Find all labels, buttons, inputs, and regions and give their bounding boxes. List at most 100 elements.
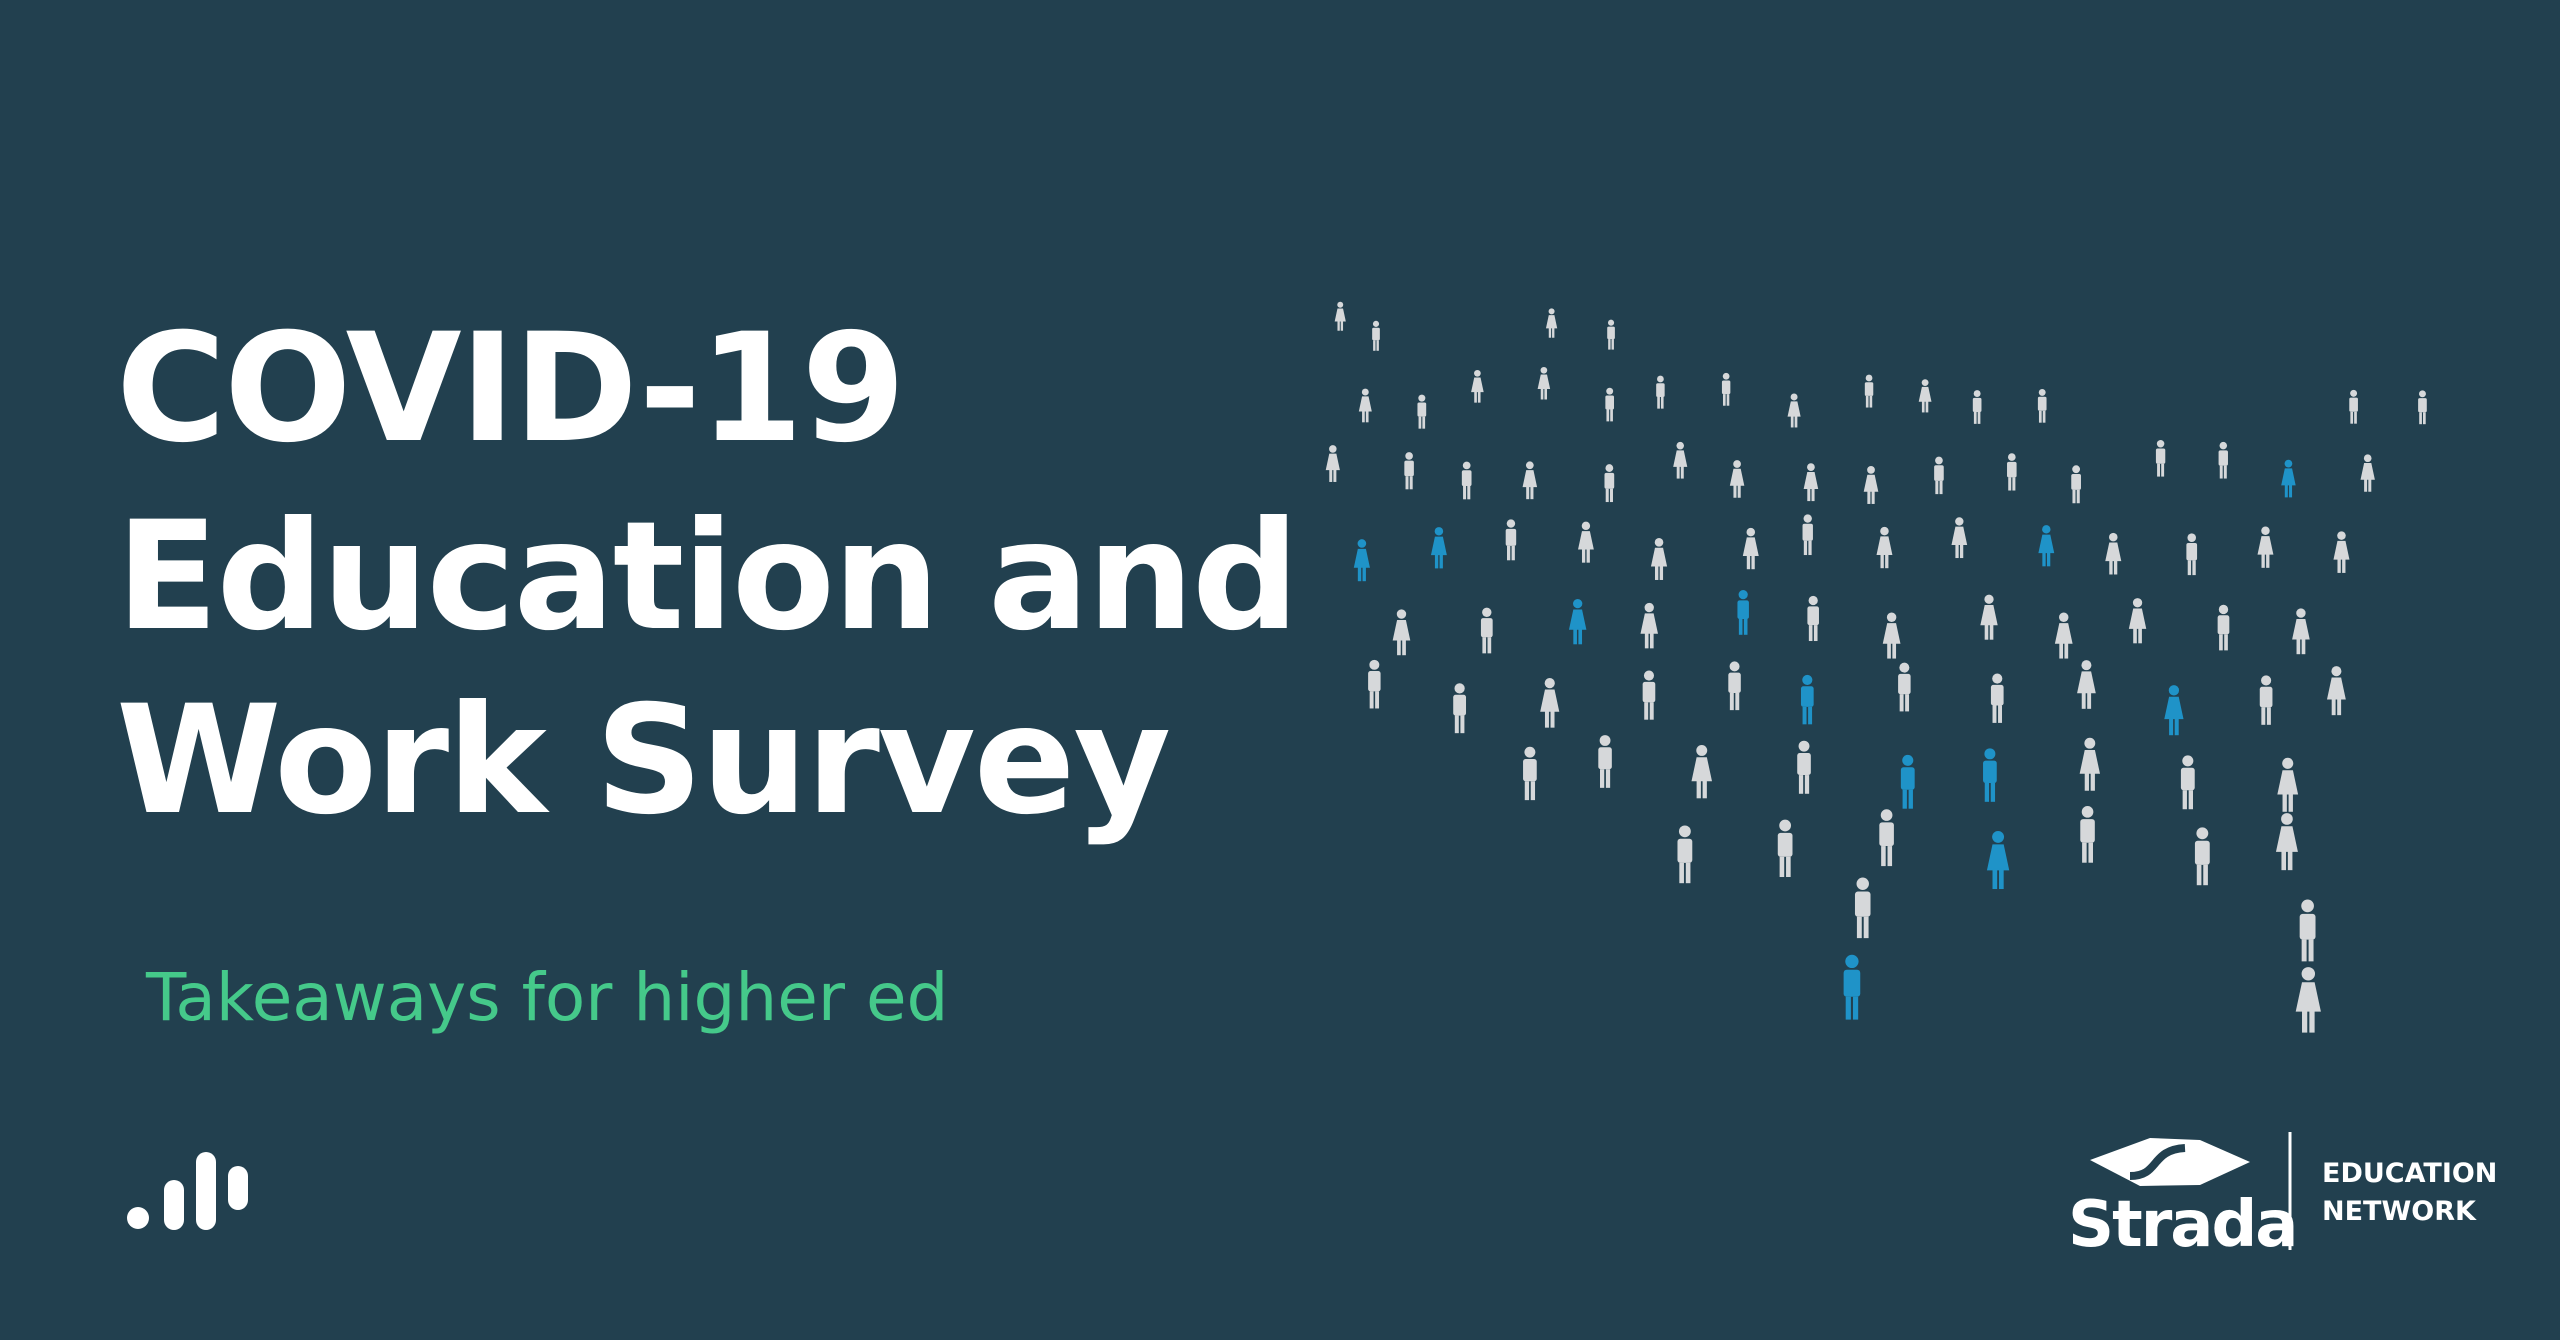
person-leg xyxy=(1654,565,1659,580)
person-leg xyxy=(2223,465,2227,479)
person xyxy=(1523,746,1537,801)
network-line: EDUCATION xyxy=(2322,1158,2497,1189)
person-leg xyxy=(1735,692,1740,711)
person-leg xyxy=(1905,694,1910,712)
person-body xyxy=(1480,618,1493,638)
person-leg xyxy=(1733,484,1737,498)
person-body xyxy=(1983,760,1997,783)
person-leg xyxy=(1680,465,1684,479)
person-body xyxy=(1461,470,1472,487)
person xyxy=(1879,809,1894,867)
person-body xyxy=(1787,401,1801,417)
person-head xyxy=(1984,594,1994,604)
person-body xyxy=(1934,465,1944,481)
person-leg xyxy=(1867,490,1871,504)
person-body xyxy=(1372,327,1380,341)
person xyxy=(1864,374,1874,408)
person-head xyxy=(1357,539,1367,548)
person xyxy=(1802,514,1813,556)
person-body xyxy=(2360,463,2375,480)
person-leg xyxy=(1808,706,1813,725)
person-head xyxy=(1973,390,1981,398)
person-leg xyxy=(1649,632,1654,649)
person-leg xyxy=(1779,856,1785,878)
person-body xyxy=(1898,673,1911,695)
person xyxy=(1882,612,1901,659)
person-head xyxy=(1992,830,2005,843)
person-head xyxy=(1899,662,1910,673)
person-body xyxy=(1522,470,1538,488)
person-leg xyxy=(1409,476,1413,490)
person-head xyxy=(1992,673,2003,684)
person-head xyxy=(1790,393,1798,401)
person xyxy=(1777,819,1793,878)
person-leg xyxy=(2284,484,2288,498)
person-leg xyxy=(1610,409,1613,422)
person-leg xyxy=(1803,540,1808,556)
logo-bar xyxy=(164,1180,184,1230)
person-head xyxy=(1644,602,1654,613)
person-body xyxy=(1545,315,1558,329)
person-leg xyxy=(1939,480,1943,495)
person-head xyxy=(1573,598,1583,609)
person-body xyxy=(1863,474,1879,492)
person-leg xyxy=(1737,484,1741,498)
person xyxy=(1972,390,1982,424)
person xyxy=(1803,463,1819,502)
person-leg xyxy=(1422,416,1426,429)
person-leg xyxy=(2301,939,2307,962)
person-body xyxy=(2217,615,2230,635)
person-head xyxy=(1369,659,1380,670)
person-leg xyxy=(2064,642,2069,659)
person-head xyxy=(1722,372,1730,380)
person xyxy=(1358,388,1372,423)
person-leg xyxy=(1880,553,1884,569)
person-leg xyxy=(1544,388,1548,400)
person-leg xyxy=(1885,553,1889,569)
person xyxy=(2037,388,2047,423)
person-head xyxy=(2218,604,2229,615)
person-leg xyxy=(1405,476,1409,490)
person xyxy=(2295,967,2321,1033)
person xyxy=(1545,308,1558,338)
person-head xyxy=(1548,308,1555,315)
person-body xyxy=(1742,537,1759,556)
person-head xyxy=(2363,454,2372,463)
person-leg xyxy=(1722,394,1726,406)
person-leg xyxy=(2059,642,2064,659)
person-leg xyxy=(2046,551,2051,567)
person-head xyxy=(2109,532,2118,542)
person-head xyxy=(1808,595,1818,606)
person-head xyxy=(1329,445,1337,453)
person-head xyxy=(1738,590,1748,600)
person-body xyxy=(2155,448,2166,464)
person-body xyxy=(2326,677,2346,700)
person-leg xyxy=(1333,468,1337,482)
person-leg xyxy=(2174,717,2179,736)
person-leg xyxy=(1973,411,1977,424)
person-leg xyxy=(1811,487,1815,502)
person xyxy=(1677,825,1693,884)
person-leg xyxy=(2081,691,2086,709)
person-body xyxy=(1972,397,1982,412)
person-leg xyxy=(1608,339,1611,350)
person-leg xyxy=(2331,697,2336,716)
person-leg xyxy=(1657,396,1660,409)
person xyxy=(2281,459,2296,498)
person-body xyxy=(1642,681,1656,703)
person-body xyxy=(1430,536,1447,556)
person-leg xyxy=(2289,484,2293,498)
person-body xyxy=(1802,523,1813,541)
person xyxy=(1604,464,1615,503)
person-leg xyxy=(2309,1009,2315,1033)
person xyxy=(1800,674,1814,725)
strada-logo: Strada EDUCATION NETWORK xyxy=(2068,1132,2497,1262)
person-leg xyxy=(1676,465,1680,479)
person-head xyxy=(1654,538,1664,547)
person-head xyxy=(1733,460,1741,468)
person-head xyxy=(2072,465,2081,474)
person-leg xyxy=(1977,411,1981,424)
person-leg xyxy=(1685,862,1691,884)
person-head xyxy=(2187,533,2197,542)
person xyxy=(1721,372,1731,406)
